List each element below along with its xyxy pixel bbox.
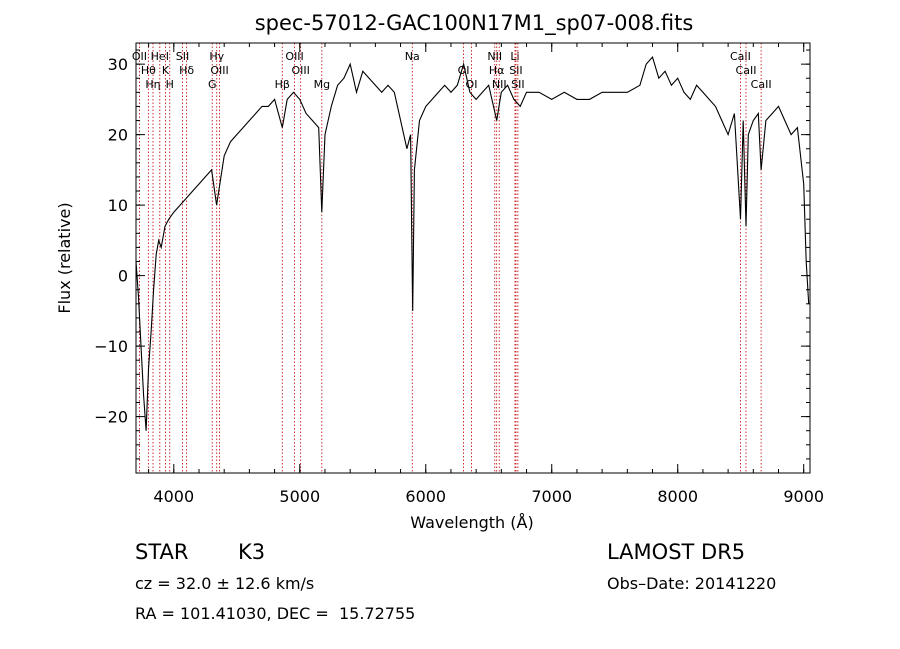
spectral-line-label: Hβ [275, 78, 290, 91]
y-tick-label: −10 [94, 337, 128, 356]
observation-date: Obs–Date: 20141220 [607, 574, 777, 593]
y-tick-label: 10 [108, 196, 128, 215]
spectral-line-label: NII [492, 78, 507, 91]
spectral-line-label: HeI [151, 50, 169, 63]
survey-label: LAMOST DR5 [607, 540, 746, 564]
spectral-line-label: OIII [285, 50, 303, 63]
plot-frame [135, 42, 811, 474]
spectrum-series [135, 56, 810, 431]
spectral-line-label: Li [510, 50, 519, 63]
spectral-line-label: Hθ [141, 64, 156, 77]
spectral-line-label: CaII [751, 78, 772, 91]
spectral-line-label: SII [511, 78, 524, 91]
object-class: STAR [135, 540, 189, 564]
x-axis-label: Wavelength (Å) [410, 513, 533, 532]
spectral-line-label: SII [509, 64, 522, 77]
spectral-line-label: OIII [210, 64, 228, 77]
spectral-line-label: CaII [730, 50, 751, 63]
chart-title: spec-57012-GAC100N17M1_sp07-008.fits [255, 11, 694, 36]
spectral-line-label: OI [466, 78, 478, 91]
x-tick-label: 5000 [279, 487, 320, 506]
spectral-line-label: H [166, 78, 174, 91]
spectral-line-label: OII [132, 50, 147, 63]
y-tick-label: 20 [108, 126, 128, 145]
spectral-line-label: G [208, 78, 217, 91]
spectral-line-label: Hδ [179, 64, 194, 77]
spectral-line-label: OIII [291, 64, 309, 77]
spectral-line-label: Mg [314, 78, 330, 91]
y-tick-label: 30 [108, 55, 128, 74]
spectral-line-label: K [162, 64, 170, 77]
x-tick-label: 6000 [405, 487, 446, 506]
spectral-line-label: Hγ [209, 50, 224, 63]
spectral-line-label: NII [487, 50, 502, 63]
plot-area: OIIHθHηHeIKHSIIHδGHγOIIIHβOIIIOIIIMgNaOI… [94, 42, 824, 506]
x-tick-label: 4000 [153, 487, 194, 506]
redshift-value: cz = 32.0 ± 12.6 km/s [135, 574, 315, 593]
coordinates: RA = 101.41030, DEC = 15.72755 [135, 604, 416, 623]
spectral-line-label: CaII [736, 64, 757, 77]
spectral-line-label: SII [176, 50, 189, 63]
object-subclass: K3 [238, 540, 266, 564]
spectral-line-label: Na [405, 50, 420, 63]
spectral-line-label: Hη [145, 78, 160, 91]
x-tick-label: 9000 [783, 487, 824, 506]
spectral-line-label: OI [458, 64, 470, 77]
y-tick-label: 0 [118, 267, 128, 286]
spectral-line-label: Hα [489, 64, 505, 77]
x-tick-label: 8000 [657, 487, 698, 506]
y-tick-label: −20 [94, 408, 128, 427]
x-tick-label: 7000 [531, 487, 572, 506]
y-axis-label: Flux (relative) [55, 202, 74, 313]
